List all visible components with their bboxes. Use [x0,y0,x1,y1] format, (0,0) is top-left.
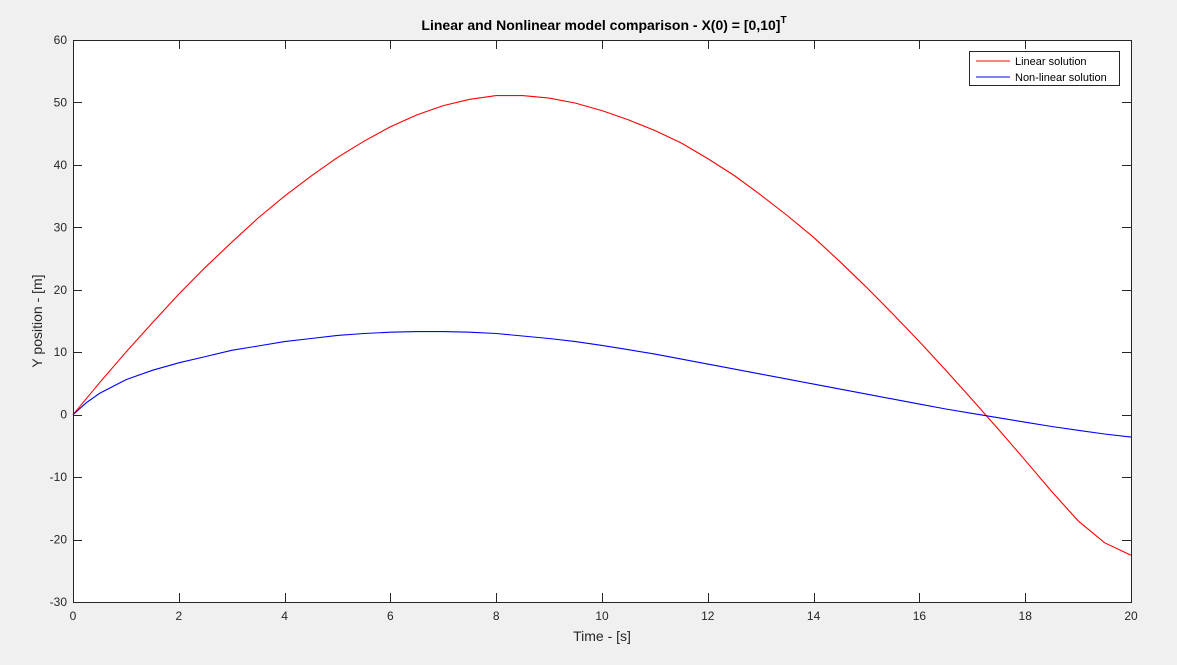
series-layer [72,95,1132,556]
legend-label-2: Non-linear solution [1015,72,1107,84]
x-tick-label: 20 [1124,609,1138,623]
y-tick-label: -10 [50,470,68,484]
axes-box [73,40,1132,603]
axes-background [73,40,1131,602]
y-tick-label: 50 [54,95,68,109]
y-tick-label: 0 [60,408,67,422]
y-tick-label: 60 [54,33,68,47]
series-line-2 [72,331,1132,438]
legend-items: Linear solution Non-linear solution [976,56,1107,84]
x-tick-label: 8 [493,609,500,623]
y-axis-ticks: -30 -20 -10 0 10 20 30 40 50 60 [50,33,1131,609]
x-tick-label: 12 [701,609,715,623]
y-tick-label: 10 [54,345,68,359]
legend-label-1: Linear solution [1015,56,1087,68]
y-axis-label: Y position - [m] [29,274,45,367]
x-axis-label: Time - [s] [573,628,631,644]
x-tick-label: 14 [807,609,821,623]
x-tick-label: 6 [387,609,394,623]
chart-title: Linear and Nonlinear model comparison - … [421,15,786,33]
x-tick-label: 18 [1019,609,1033,623]
y-tick-label: 30 [54,220,68,234]
series-line-1 [72,95,1132,556]
x-tick-label: 10 [595,609,609,623]
x-tick-label: 4 [281,609,288,623]
y-tick-label: 20 [54,283,68,297]
chart-title-text: Linear and Nonlinear model comparison - … [421,17,780,33]
legend[interactable]: Linear solution Non-linear solution [969,51,1120,86]
x-tick-label: 0 [70,609,77,623]
y-tick-label: 40 [54,158,68,172]
x-tick-label: 2 [175,609,182,623]
chart-title-superscript: T [780,15,786,26]
x-tick-label: 16 [913,609,927,623]
x-axis-ticks: 0 2 4 6 8 10 12 14 16 18 20 [70,40,1138,623]
y-tick-label: -20 [50,533,68,547]
legend-box [969,51,1120,86]
y-tick-label: -30 [50,595,68,609]
